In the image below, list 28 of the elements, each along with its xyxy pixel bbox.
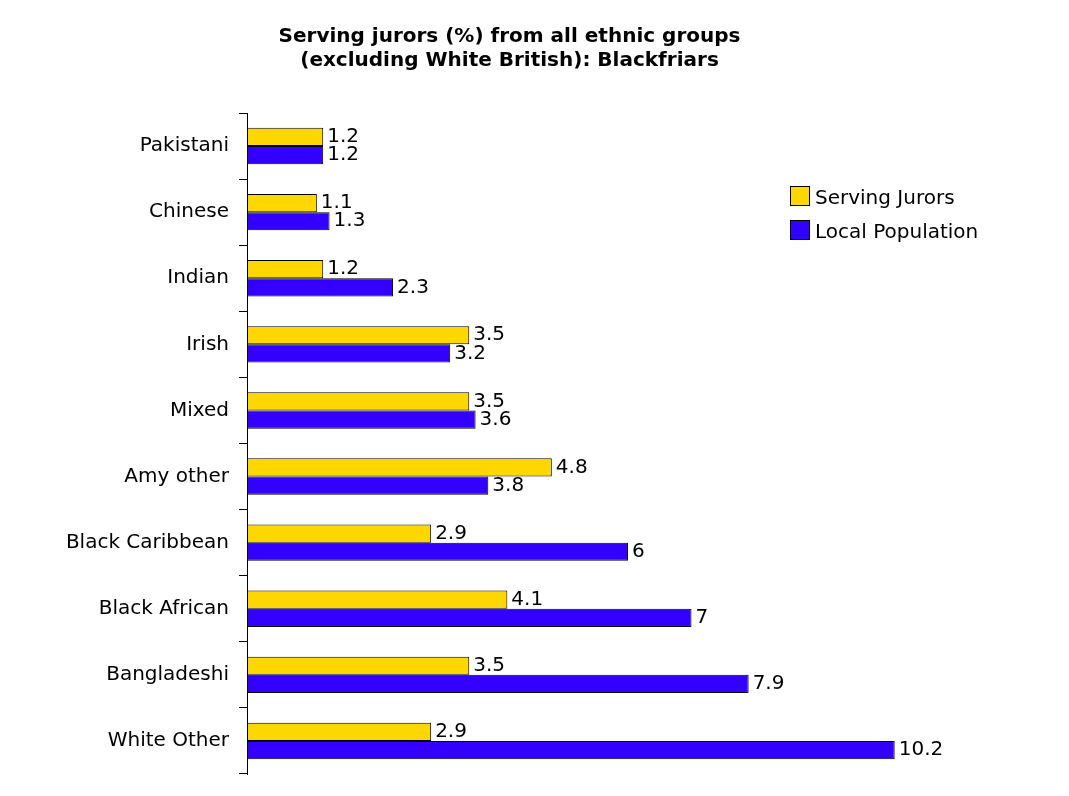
data-label: 4.8 — [555, 453, 588, 478]
data-label: 1.2 — [327, 141, 360, 166]
data-label: 1.3 — [333, 207, 366, 232]
y-tick-label: Pakistani — [139, 132, 229, 157]
data-label: 3.5 — [473, 387, 506, 412]
y-tick-label: Black African — [98, 594, 229, 619]
data-label: 1.2 — [327, 255, 360, 280]
y-tick-label: Amy other — [124, 462, 230, 487]
y-tick-label: Black Caribbean — [65, 528, 229, 553]
y-tick-label: White Other — [107, 727, 230, 752]
y-tick-label: Irish — [186, 330, 229, 355]
data-label: 2.9 — [435, 718, 467, 743]
data-label: 2.3 — [397, 273, 429, 298]
legend-label: Serving Jurors — [814, 184, 956, 211]
data-label: 7 — [695, 604, 709, 629]
data-label: 3.8 — [492, 471, 525, 496]
chart-title: Serving jurors (%) from all ethnic groups (excluding White British): Blackfriars — [278, 23, 741, 72]
data-label: 7.9 — [752, 670, 785, 695]
data-label: 3.5 — [473, 651, 506, 676]
legend-label: Local Population — [814, 218, 979, 245]
y-tick-label: Mixed — [169, 396, 229, 421]
y-tick-label: Indian — [167, 264, 229, 289]
data-label: 4.1 — [511, 585, 544, 610]
y-tick-label: Chinese — [149, 198, 229, 223]
data-label: 10.2 — [898, 736, 944, 761]
data-label: 6 — [632, 537, 645, 562]
data-label: 2.9 — [435, 519, 467, 544]
y-tick-label: Bangladeshi — [106, 661, 229, 686]
